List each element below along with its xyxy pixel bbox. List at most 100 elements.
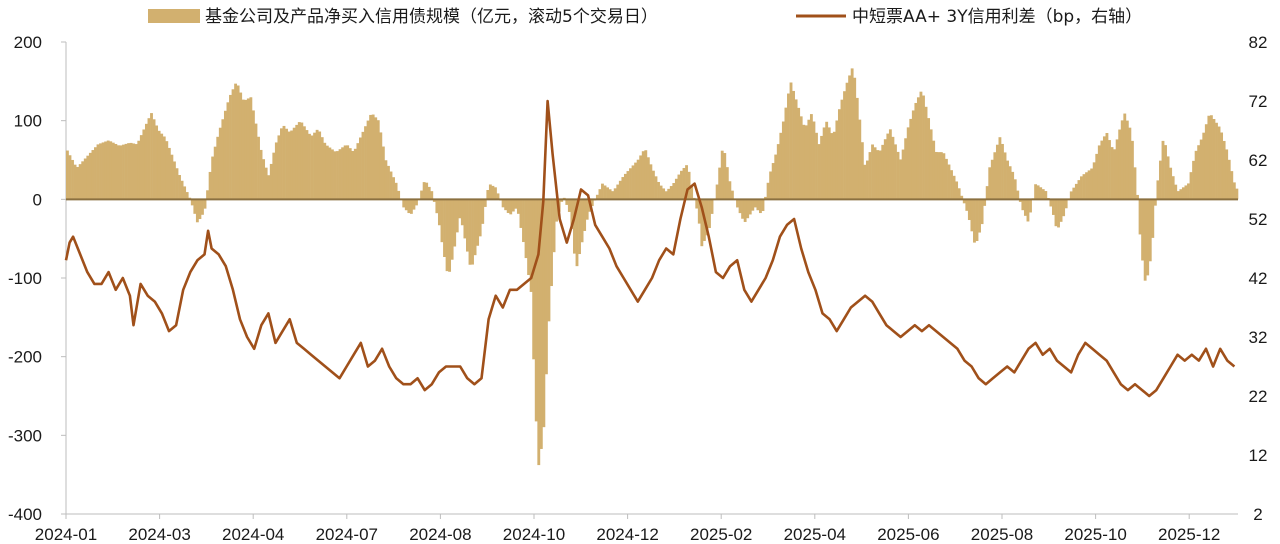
bar: [644, 150, 648, 200]
bar: [336, 151, 339, 200]
bar: [1034, 184, 1038, 200]
bar: [601, 183, 604, 200]
bar: [1011, 171, 1015, 200]
bar: [1062, 199, 1066, 217]
bar: [198, 199, 202, 220]
bar: [213, 146, 217, 200]
bar: [437, 199, 441, 226]
bar: [922, 95, 925, 200]
bar: [950, 170, 953, 200]
bar: [598, 189, 602, 200]
bar: [539, 199, 543, 449]
line-series: [64, 99, 1236, 398]
bar: [1184, 185, 1188, 200]
bar: [680, 170, 683, 200]
bar: [297, 122, 301, 200]
bar: [1151, 199, 1155, 238]
bar: [1105, 133, 1109, 200]
bar: [1230, 171, 1234, 200]
bar: [613, 188, 617, 200]
bar: [606, 187, 609, 200]
bar: [402, 199, 406, 208]
bar: [142, 129, 146, 200]
bar: [1090, 168, 1094, 200]
bar: [575, 199, 579, 267]
bar: [1235, 188, 1239, 200]
bar: [1187, 183, 1190, 200]
bar: [262, 159, 266, 200]
bar: [837, 109, 841, 200]
bar: [1212, 119, 1216, 200]
bar: [853, 77, 857, 200]
bar: [412, 199, 416, 210]
bar: [221, 119, 225, 200]
bar: [914, 102, 918, 200]
bar: [583, 199, 587, 231]
bar: [1176, 191, 1180, 200]
bar: [404, 199, 408, 211]
bar: [973, 199, 976, 243]
bar: [445, 199, 449, 272]
bar: [211, 156, 215, 200]
bar: [1227, 159, 1231, 200]
bar: [155, 125, 159, 200]
bar: [1054, 199, 1058, 227]
bar: [254, 123, 258, 200]
bar: [1064, 199, 1068, 209]
bar: [621, 177, 625, 200]
bar: [741, 199, 745, 219]
bar: [295, 124, 299, 200]
bar: [435, 199, 439, 214]
bar: [623, 173, 627, 200]
bar: [947, 164, 951, 200]
bar: [654, 176, 658, 200]
bar: [746, 199, 750, 219]
bar: [333, 151, 337, 200]
bar: [162, 136, 166, 200]
bar: [664, 191, 668, 200]
bar: [759, 199, 762, 214]
bar: [1220, 132, 1224, 200]
bar: [427, 186, 431, 200]
bar: [308, 133, 311, 200]
bar: [547, 199, 551, 322]
right-tick-label: 12: [1249, 446, 1268, 465]
bar: [771, 163, 775, 200]
bar: [453, 199, 457, 247]
bar: [109, 141, 113, 200]
bar: [1171, 176, 1175, 200]
bar: [1041, 189, 1045, 200]
bar: [812, 121, 816, 200]
bar: [983, 199, 987, 206]
bar: [351, 150, 355, 200]
bar: [939, 152, 943, 200]
bar: [104, 141, 108, 200]
bar: [1095, 153, 1099, 200]
bar: [1181, 187, 1185, 200]
bar: [804, 125, 808, 200]
bar: [147, 118, 151, 200]
bar: [274, 142, 278, 200]
bar: [1115, 139, 1119, 200]
bar: [957, 188, 961, 200]
bar: [483, 199, 487, 207]
bar: [919, 91, 923, 200]
bar: [152, 119, 156, 200]
bar: [1039, 187, 1043, 200]
bar: [820, 135, 824, 200]
bar: [216, 136, 220, 200]
bar: [514, 199, 518, 209]
bar: [251, 110, 255, 200]
bar: [88, 152, 92, 200]
x-tick-label: 2024-12: [596, 525, 658, 544]
bar: [300, 122, 304, 200]
bar: [359, 137, 362, 200]
bar: [1003, 152, 1007, 200]
bar: [578, 199, 581, 255]
bar: [871, 144, 874, 200]
bar: [876, 150, 880, 200]
right-tick-label: 2: [1253, 505, 1262, 524]
x-tick-label: 2025-12: [1158, 525, 1220, 544]
bar: [471, 199, 474, 265]
